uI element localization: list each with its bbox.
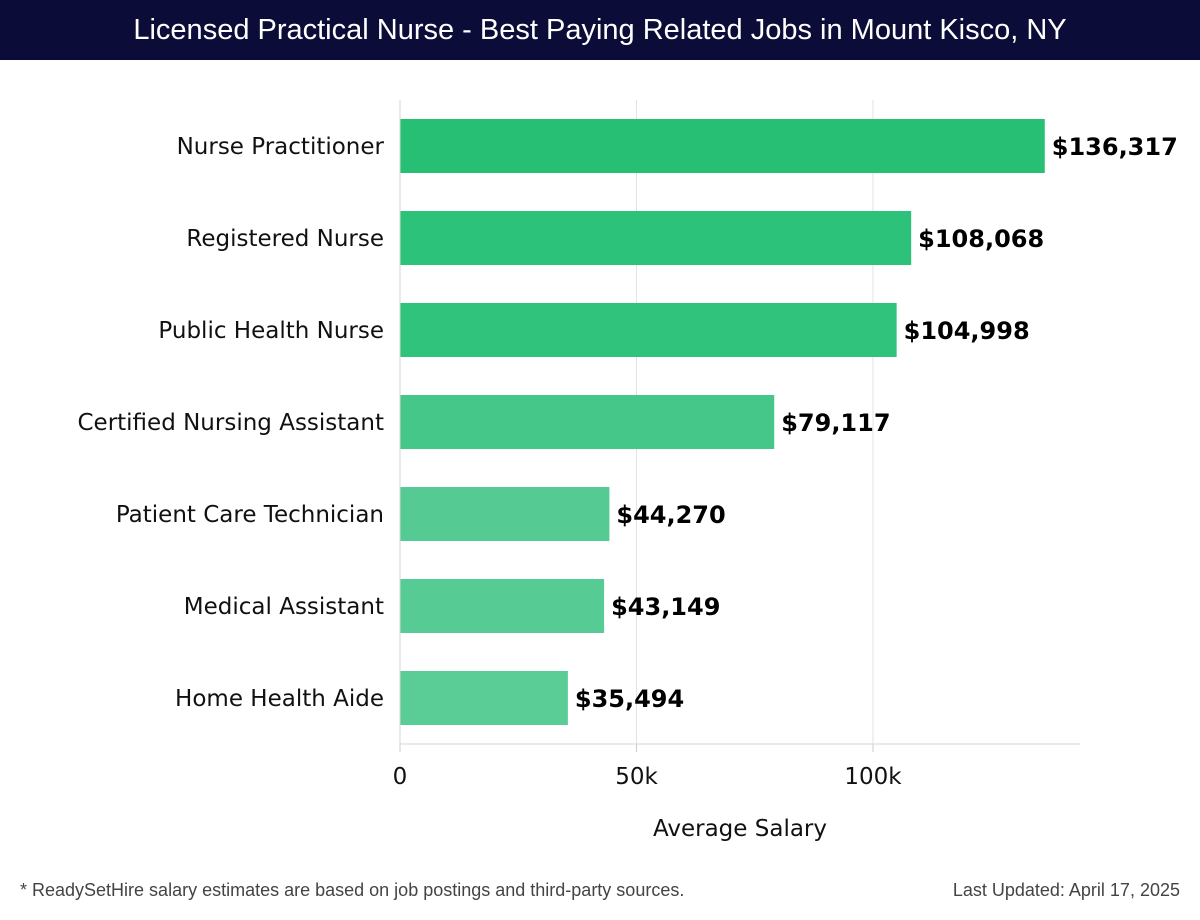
footnote: * ReadySetHire salary estimates are base…: [20, 880, 685, 900]
value-label: $43,149: [611, 593, 720, 621]
x-tick-label: 0: [393, 764, 408, 790]
labels: 0 50k 100k Nurse Practitioner $136,317 Regist…: [77, 133, 1177, 842]
value-label: $136,317: [1052, 133, 1178, 161]
bar: [400, 303, 897, 357]
category-label: Home Health Aide: [175, 686, 384, 712]
category-label: Certified Nursing Assistant: [77, 410, 384, 436]
value-label: $35,494: [575, 685, 684, 713]
bar: [400, 579, 605, 633]
x-axis-title: Average Salary: [653, 816, 827, 842]
category-label: Public Health Nurse: [158, 318, 384, 344]
bar-chart: 0 50k 100k Nurse Practitioner $136,317 Regist…: [77, 100, 1178, 842]
axes: [399, 100, 1080, 752]
value-label: $108,068: [918, 225, 1044, 253]
category-label: Medical Assistant: [184, 594, 384, 620]
x-tick-label: 50k: [615, 764, 658, 790]
bar: [400, 671, 568, 725]
value-label: $44,270: [616, 501, 725, 529]
chart-title: Licensed Practical Nurse - Best Paying R…: [133, 13, 1067, 46]
value-label: $104,998: [904, 317, 1030, 345]
bar: [400, 395, 775, 449]
value-label: $79,117: [781, 409, 890, 437]
category-label: Patient Care Technician: [116, 502, 384, 528]
bar: [400, 487, 610, 541]
chart-title-bar: Licensed Practical Nurse - Best Paying R…: [0, 0, 1200, 60]
category-label: Registered Nurse: [186, 226, 384, 252]
x-tick-label: 100k: [844, 764, 902, 790]
category-label: Nurse Practitioner: [177, 134, 385, 160]
last-updated: Last Updated: April 17, 2025: [952, 880, 1180, 900]
bar: [400, 211, 912, 265]
bars: [400, 119, 1045, 725]
bar: [400, 119, 1045, 173]
